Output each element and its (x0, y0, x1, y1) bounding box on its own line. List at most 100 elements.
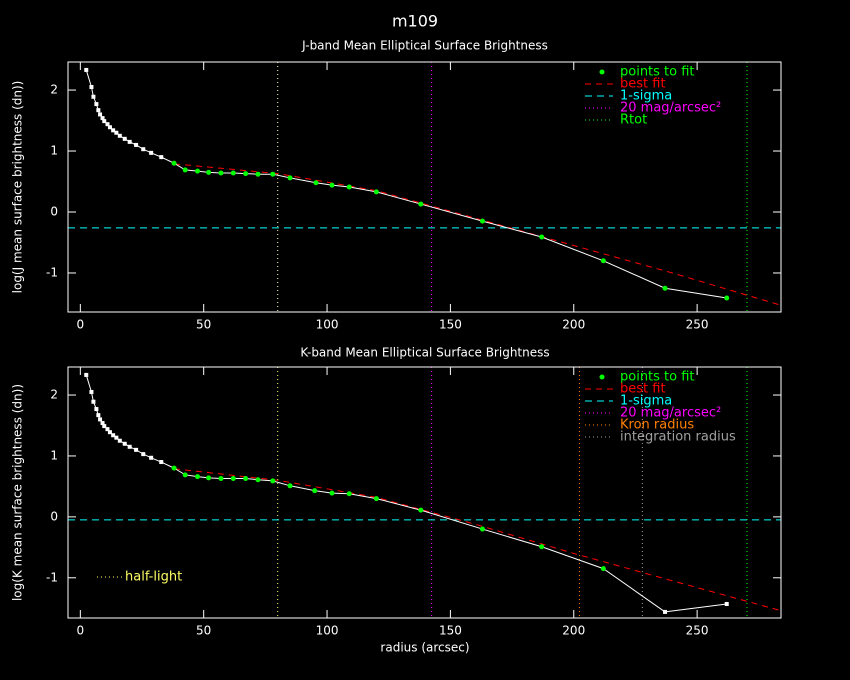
point (479, 218, 485, 224)
x-tick-label: 200 (562, 318, 585, 332)
point (724, 295, 730, 301)
legend-label: best fit (620, 382, 666, 397)
point (662, 285, 668, 291)
point (230, 475, 236, 481)
x-tick-label: 0 (77, 318, 85, 332)
axes-frame (67, 366, 782, 619)
y-tick-label: -1 (46, 265, 58, 279)
legend-label: points to fit (620, 370, 695, 385)
point (107, 430, 112, 435)
legend-label: Rtot (620, 113, 647, 128)
point (230, 170, 236, 176)
point (134, 142, 139, 147)
legend-label: Kron radius (620, 418, 694, 433)
point (141, 147, 146, 152)
point (373, 496, 379, 502)
point (149, 150, 154, 155)
data-line (173, 162, 727, 299)
axes-frame (67, 61, 782, 313)
point (218, 170, 224, 176)
y-axis-label: log(J mean surface brightness (dn)) (11, 81, 25, 294)
point (102, 119, 107, 124)
x-tick-label: 100 (316, 624, 339, 638)
best-fit-line (174, 468, 781, 612)
point (206, 169, 212, 175)
point (171, 160, 177, 166)
point (159, 155, 164, 160)
point (102, 424, 107, 429)
point (182, 472, 188, 478)
point (89, 85, 94, 89)
x-tick-label: 250 (686, 318, 709, 332)
y-tick-label: -1 (46, 570, 58, 584)
point (96, 108, 101, 113)
data-line (664, 603, 727, 613)
point (159, 460, 164, 465)
point (600, 258, 606, 264)
point (206, 475, 212, 481)
point (346, 491, 352, 497)
y-tick-label: 0 (50, 509, 58, 523)
point (287, 175, 293, 181)
point (329, 490, 335, 496)
point (270, 478, 276, 484)
point (724, 601, 729, 606)
point (105, 427, 110, 432)
legend-label: integration radius (620, 430, 736, 445)
point (94, 407, 99, 412)
x-tick-label: 150 (439, 318, 462, 332)
data-line-bridge (603, 568, 666, 613)
point (117, 133, 122, 138)
point (100, 116, 105, 121)
point (94, 102, 99, 107)
point (243, 171, 249, 177)
subplot-title: K-band Mean Elliptical Surface Brightnes… (300, 346, 549, 360)
plot-area (68, 367, 781, 618)
legend-label: 1-sigma (620, 394, 672, 409)
point (373, 189, 379, 195)
y-tick-label: 1 (50, 144, 58, 158)
point (171, 465, 177, 471)
point (134, 447, 139, 452)
point (418, 201, 424, 207)
point (91, 94, 96, 99)
point (149, 455, 154, 460)
point (539, 234, 545, 240)
point (346, 184, 352, 190)
y-tick-label: 0 (50, 205, 58, 219)
page-title: m109 (392, 12, 438, 31)
point (255, 171, 261, 177)
point (600, 566, 606, 572)
point (122, 136, 127, 141)
legend-label: half-light (125, 570, 182, 585)
point (182, 167, 188, 173)
point (255, 477, 261, 483)
point (122, 441, 127, 446)
subplot-title: J-band Mean Elliptical Surface Brightnes… (301, 39, 548, 53)
x-tick-label: 100 (316, 318, 339, 332)
x-tick-label: 50 (196, 624, 211, 638)
legend-marker (599, 69, 605, 75)
point (107, 125, 112, 130)
point (114, 130, 119, 135)
point (195, 168, 201, 174)
point (127, 444, 132, 449)
point (98, 112, 103, 117)
legend-label: best fit (620, 77, 666, 92)
y-axis-label: log(K mean surface brightness (dn)) (11, 384, 25, 601)
plot-area (68, 62, 781, 312)
legend-label: points to fit (620, 65, 695, 80)
point (287, 483, 293, 489)
x-tick-label: 50 (196, 318, 211, 332)
x-tick-label: 150 (439, 624, 462, 638)
point (89, 389, 94, 394)
x-tick-label: 200 (562, 624, 585, 638)
point (312, 488, 318, 494)
y-tick-label: 1 (50, 448, 58, 462)
point (141, 452, 146, 457)
point (114, 435, 119, 440)
point (195, 474, 201, 480)
point (98, 417, 103, 422)
data-line (85, 374, 162, 463)
